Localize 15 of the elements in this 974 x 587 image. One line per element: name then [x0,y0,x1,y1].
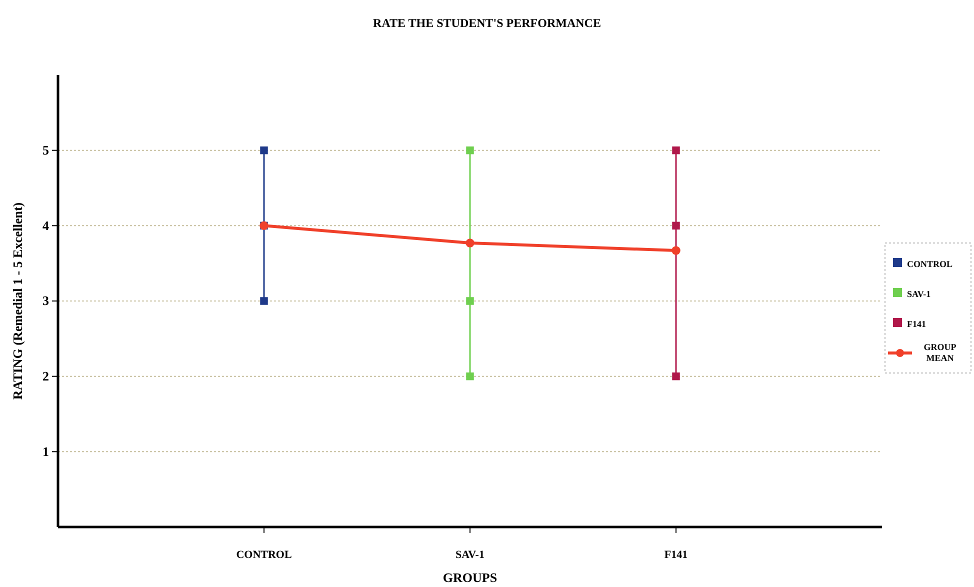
legend-label: F141 [907,319,926,329]
x-tick-label: SAV-1 [456,549,484,561]
y-tick-label: 4 [42,218,50,233]
legend-label: SAV-1 [907,289,932,299]
legend-label: GROUP MEAN [924,342,957,363]
y-tick-label: 1 [42,444,49,459]
x-tick-label: CONTROL [236,549,292,561]
y-tick-label: 5 [42,142,50,158]
x-tick-label: F141 [664,549,688,561]
legend-label: CONTROL [907,259,953,269]
chart-title: RATE THE STUDENT'S PERFORMANCE [373,16,601,30]
y-tick-label: 3 [42,293,50,308]
x-axis-title: GROUPS [442,570,498,585]
y-tick-label: 2 [42,368,49,384]
y-axis-title: RATING (Remedial 1 - 5 Excellent) [10,202,25,400]
